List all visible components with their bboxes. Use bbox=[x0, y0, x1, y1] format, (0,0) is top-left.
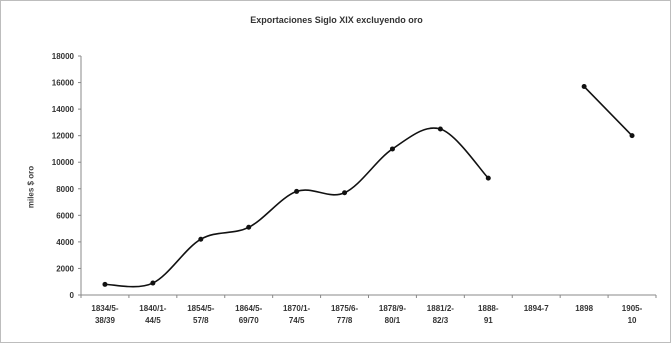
x-tick-label: 1875/6-77/8 bbox=[331, 304, 358, 325]
series-line bbox=[104, 127, 489, 288]
data-point bbox=[342, 190, 348, 196]
x-tick-label: 1864/5-69/70 bbox=[235, 304, 262, 325]
y-tick-label: 6000 bbox=[56, 211, 74, 220]
data-point bbox=[629, 133, 635, 139]
series-line bbox=[583, 85, 633, 137]
y-tick-label: 4000 bbox=[56, 238, 74, 247]
data-point bbox=[102, 281, 108, 287]
series-points bbox=[102, 84, 635, 287]
data-point bbox=[198, 236, 204, 242]
x-tick-label: 1905-10 bbox=[622, 304, 643, 325]
data-point bbox=[485, 175, 491, 181]
data-point bbox=[437, 126, 443, 132]
y-tick-label: 0 bbox=[70, 291, 75, 300]
y-tick-label: 2000 bbox=[56, 264, 74, 273]
data-point bbox=[246, 224, 252, 230]
x-tick-label: 1878/9-80/1 bbox=[379, 304, 406, 325]
y-tick-label: 10000 bbox=[52, 158, 75, 167]
x-tick-label: 1854/5-57/8 bbox=[187, 304, 214, 325]
data-point bbox=[389, 146, 395, 152]
y-tick-label: 12000 bbox=[52, 132, 75, 141]
x-tick-label: 1870/1-74/5 bbox=[283, 304, 310, 325]
x-tick-labels: 1834/5-38/39 1840/1-44/5 1854/5-57/8 1864/5… bbox=[91, 304, 642, 325]
x-tick-label: 1881/2-82/3 bbox=[427, 304, 454, 325]
y-tick-label: 8000 bbox=[56, 185, 74, 194]
data-point bbox=[581, 84, 587, 90]
y-tick-label: 14000 bbox=[52, 105, 75, 114]
axes bbox=[78, 55, 657, 298]
series-lines bbox=[104, 85, 633, 288]
x-tick-label: 1888-91 bbox=[478, 304, 499, 325]
x-tick-label: 1840/1-44/5 bbox=[139, 304, 166, 325]
x-tick-label: 1894-7 bbox=[524, 304, 549, 313]
y-tick-label: 16000 bbox=[52, 79, 75, 88]
x-tick-label: 1898 bbox=[575, 304, 593, 313]
chart-title: Exportaciones Siglo XIX excluyendo oro bbox=[250, 15, 423, 25]
x-tick-label: 1834/5-38/39 bbox=[91, 304, 118, 325]
data-point bbox=[294, 188, 300, 194]
y-tick-label: 18000 bbox=[52, 52, 75, 61]
y-tick-labels: 0 2000 4000 6000 8000 10000 12000 14000 16000 180… bbox=[52, 52, 75, 300]
data-point bbox=[150, 280, 156, 286]
